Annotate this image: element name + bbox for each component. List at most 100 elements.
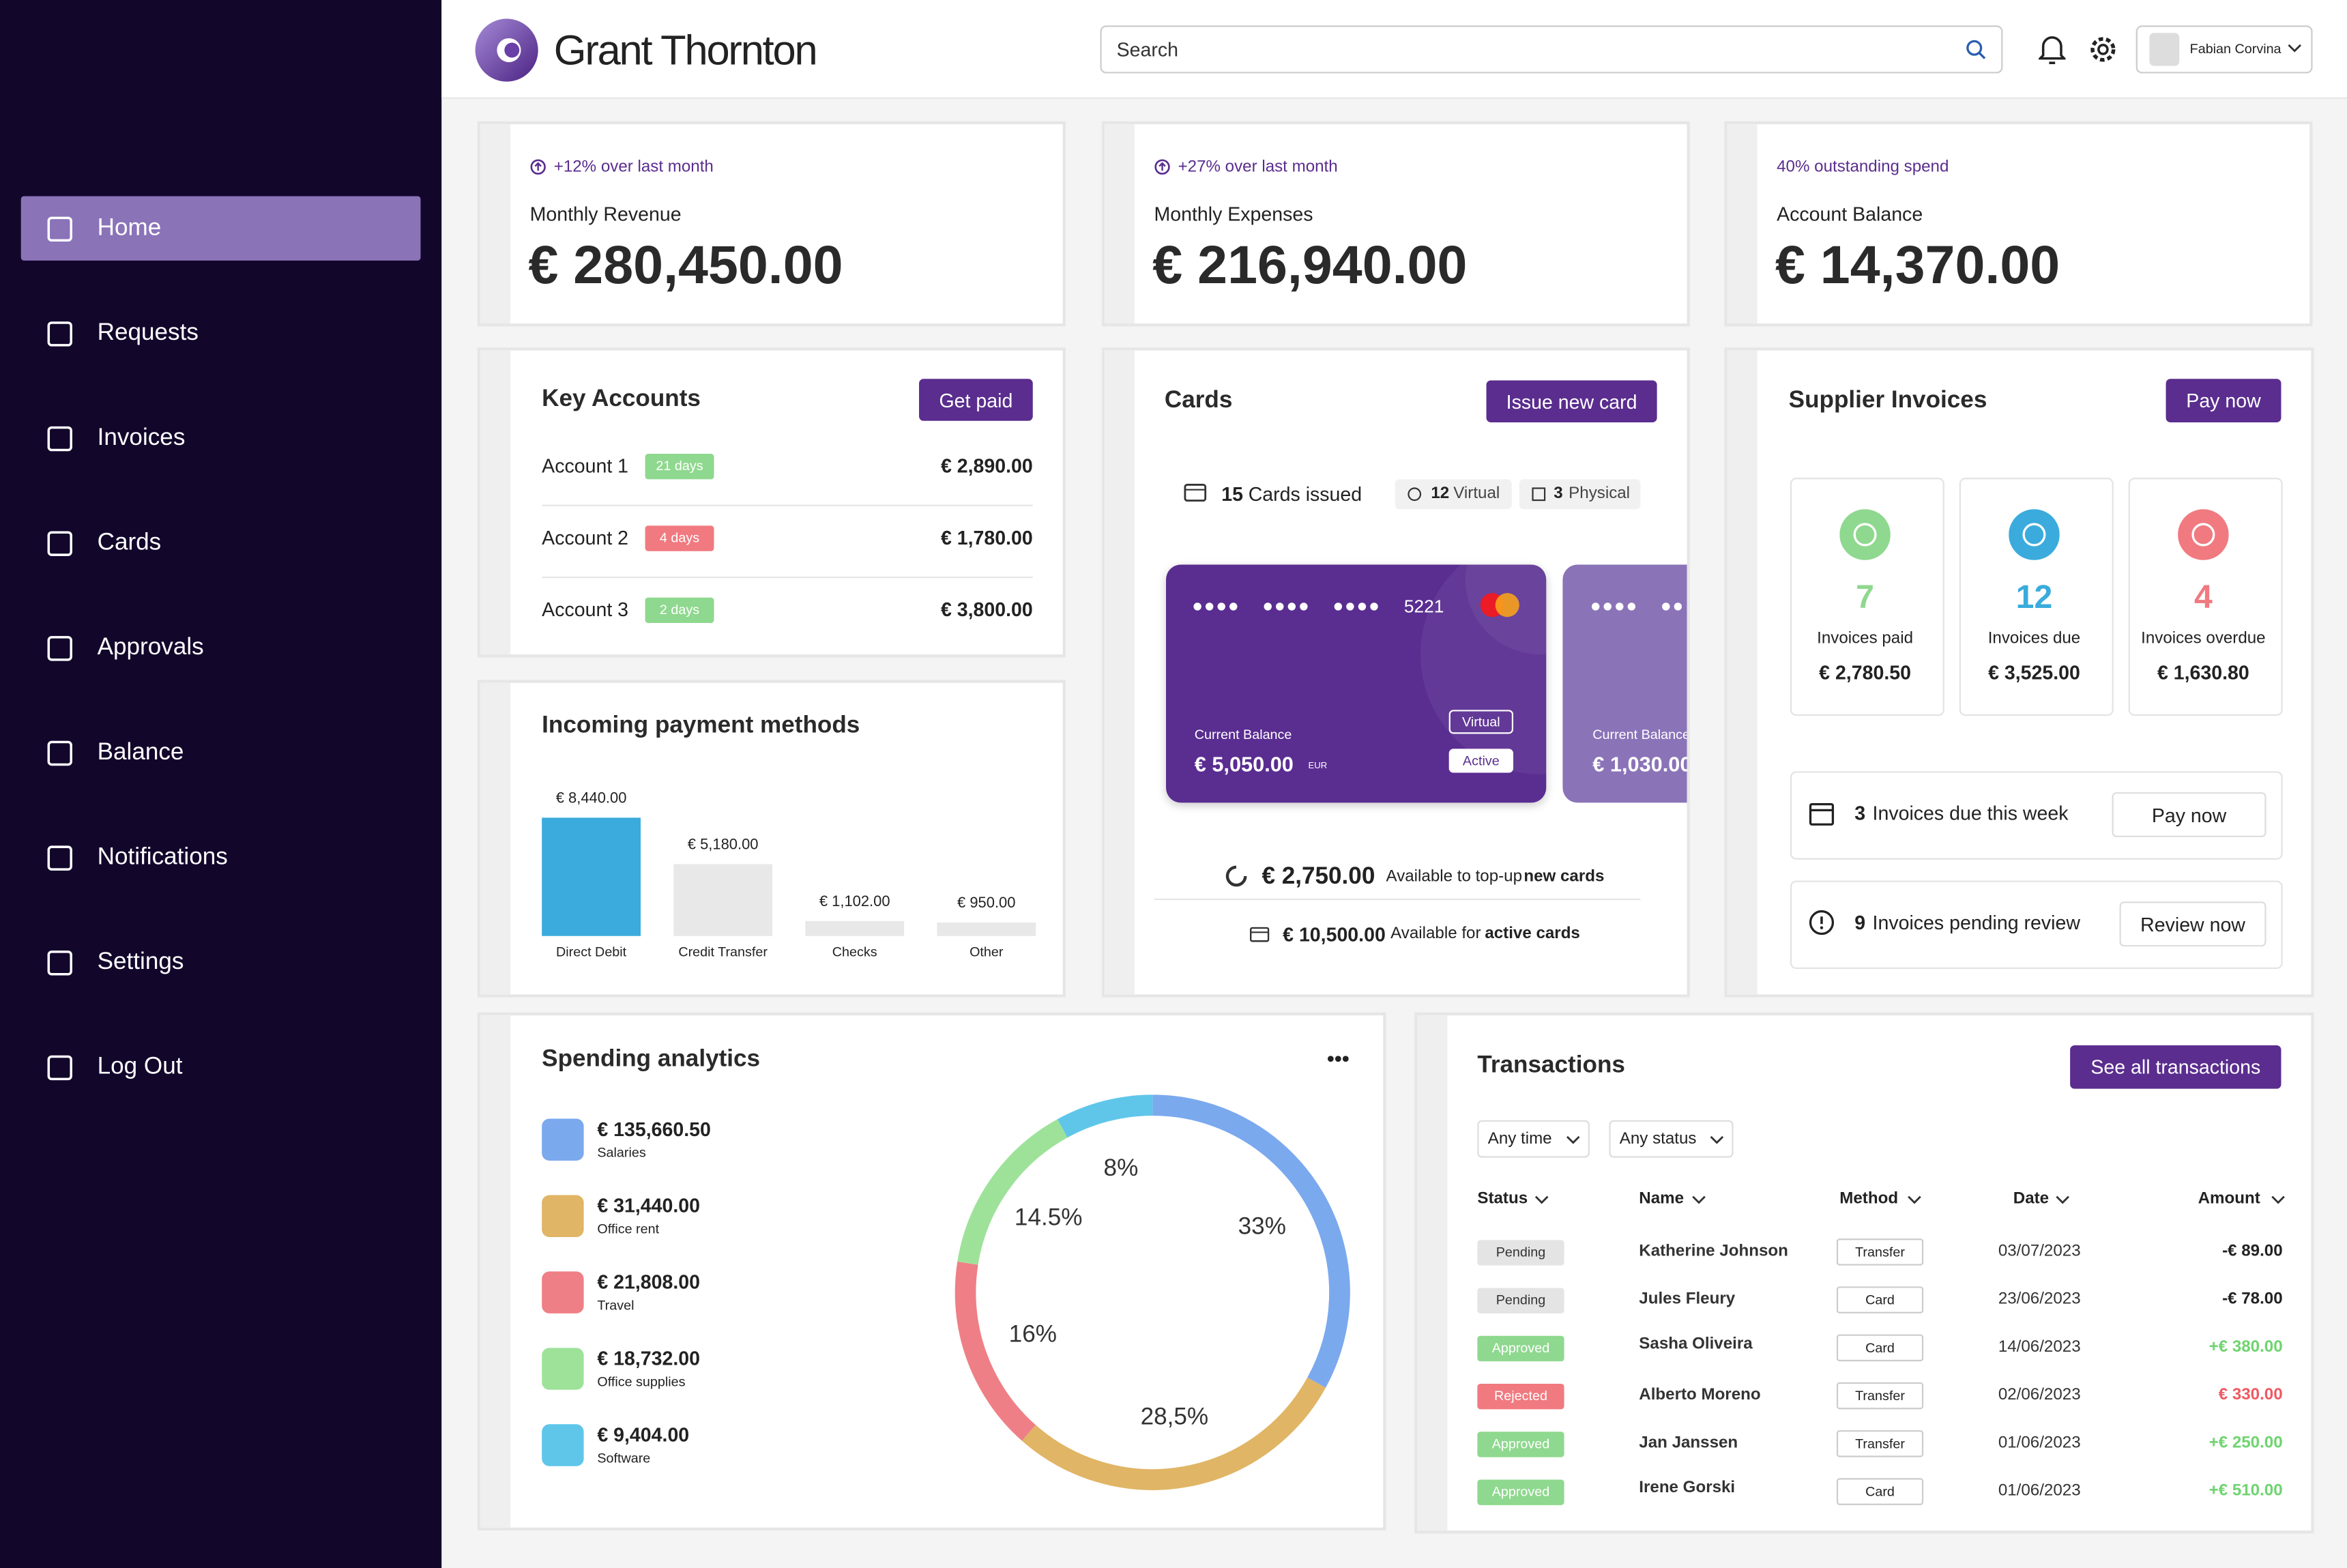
button[interactable]: Pay now <box>2112 792 2266 837</box>
button[interactable]: Pay now <box>2166 379 2282 422</box>
divider <box>542 577 1033 579</box>
status-pill: Pending <box>1477 1288 1564 1313</box>
chevron <box>1534 1195 1549 1204</box>
divider <box>542 504 1033 506</box>
nav-icon <box>47 740 72 766</box>
search-icon[interactable] <box>1966 39 1987 60</box>
stat-note: +27% over last month <box>1178 158 1338 176</box>
method-pill: Transfer <box>1836 1430 1924 1457</box>
donut-segment <box>1021 1377 1326 1490</box>
donut-segment <box>1152 1094 1350 1388</box>
nav-item[interactable]: Balance <box>97 740 184 766</box>
stat-value: € 216,940.00 <box>1152 233 1468 295</box>
transaction-date: 14/06/2023 <box>1998 1338 2081 1356</box>
nav-icon <box>47 636 72 661</box>
bar-category: Direct Debit <box>556 944 627 959</box>
transaction-name: Sasha Oliveira <box>1639 1335 1753 1354</box>
nav-item[interactable]: Home <box>97 216 162 242</box>
chevron <box>1710 1135 1724 1144</box>
action-icon <box>1809 802 1835 826</box>
segment-label: 14.5% <box>1014 1206 1083 1232</box>
virtual-count: 12 <box>1431 484 1450 503</box>
topup-text: Available to top-up <box>1386 867 1523 886</box>
stat-value: € 14,370.00 <box>1775 233 2060 295</box>
active-amount: € 10,500.00 <box>1283 923 1386 946</box>
invoice-label: Invoices overdue <box>2141 629 2266 648</box>
more-menu[interactable] <box>1326 1054 1350 1063</box>
button[interactable]: Review now <box>2119 901 2266 947</box>
panel-title: Supplier Invoices <box>1788 388 1987 413</box>
nav-item[interactable]: Cards <box>97 529 162 556</box>
stat-card <box>1101 121 1690 327</box>
filter-dropdown[interactable] <box>1609 1120 1734 1158</box>
segment-label: 8% <box>1103 1155 1139 1181</box>
nav-item[interactable]: Requests <box>97 320 199 347</box>
account-name: Account 2 <box>542 526 629 549</box>
invoice-amount: € 2,780.50 <box>1819 661 1911 684</box>
nav-item[interactable]: Settings <box>97 949 184 975</box>
stat-note: 40% outstanding spend <box>1777 158 1949 176</box>
chip-icon <box>1408 487 1422 502</box>
status-pill: Approved <box>1477 1432 1564 1457</box>
action-count: 9 <box>1854 911 1866 934</box>
action-count: 3 <box>1854 802 1866 825</box>
legend-amount: € 21,808.00 <box>597 1271 701 1294</box>
button[interactable]: See all transactions <box>2070 1045 2282 1089</box>
card-tag: Active <box>1448 749 1514 773</box>
user-menu[interactable] <box>2135 25 2313 74</box>
settings-icon[interactable] <box>2088 34 2118 64</box>
legend-swatch <box>542 1424 584 1466</box>
chevron <box>1908 1195 1921 1204</box>
action-icon <box>1809 910 1835 935</box>
search-box[interactable] <box>1100 25 2003 74</box>
transaction-amount: +€ 250.00 <box>2208 1434 2283 1452</box>
status-pill: Approved <box>1477 1335 1564 1362</box>
nav-item[interactable]: Log Out <box>97 1054 183 1080</box>
transaction-date: 02/06/2023 <box>1998 1386 2081 1404</box>
nav-item[interactable]: Notifications <box>97 844 228 871</box>
transaction-date: 01/06/2023 <box>1998 1434 2081 1452</box>
card-balance: € 1,030.00 <box>1592 753 1687 774</box>
transaction-name: Alberto Moreno <box>1639 1386 1761 1404</box>
stat-note: +12% over last month <box>553 158 714 176</box>
legend-amount: € 31,440.00 <box>597 1194 701 1217</box>
spending-panel <box>477 1012 1386 1531</box>
filter-dropdown[interactable] <box>1477 1120 1590 1158</box>
account-amount: € 1,780.00 <box>940 526 1033 549</box>
transaction-name: Katherine Johnson <box>1639 1242 1788 1260</box>
status-pill: Rejected <box>1477 1384 1564 1410</box>
panel-title: Key Accounts <box>542 386 701 412</box>
avatar <box>2149 33 2180 66</box>
topup-emphasis: new cards <box>1524 867 1605 886</box>
method-pill: Card <box>1836 1478 1924 1505</box>
legend-label: Travel <box>597 1297 635 1313</box>
active-nav-highlight <box>20 196 421 261</box>
chip <box>1519 479 1641 510</box>
physical-label: Physical <box>1569 484 1631 503</box>
invoice-count: 4 <box>2193 578 2213 616</box>
nav-icon <box>47 216 72 242</box>
button[interactable]: Issue new card <box>1486 380 1657 422</box>
bar <box>805 920 905 936</box>
nav-item[interactable]: Approvals <box>97 635 204 660</box>
badge: 21 days <box>645 454 714 480</box>
legend-label: Salaries <box>597 1144 646 1160</box>
bar <box>542 817 641 936</box>
trend-icon <box>530 159 546 175</box>
button[interactable]: Get paid <box>919 379 1033 421</box>
action-text: Invoices pending review <box>1872 911 2080 934</box>
card-icon <box>1249 927 1270 942</box>
transaction-amount: € 330.00 <box>2218 1386 2283 1404</box>
method-pill: Transfer <box>1836 1382 1924 1410</box>
nav-icon <box>47 321 72 347</box>
card-balance-label: Current Balance <box>1592 728 1687 742</box>
bell-icon[interactable] <box>2039 34 2066 64</box>
status-pill: Pending <box>1477 1240 1564 1266</box>
user-name: Fabian Corvina <box>2189 41 2282 57</box>
nav-icon <box>47 950 72 976</box>
status-icon <box>2009 509 2060 560</box>
nav-item[interactable]: Invoices <box>97 425 186 451</box>
action-text: Invoices due this week <box>1872 802 2069 825</box>
legend-amount: € 9,404.00 <box>597 1423 690 1447</box>
